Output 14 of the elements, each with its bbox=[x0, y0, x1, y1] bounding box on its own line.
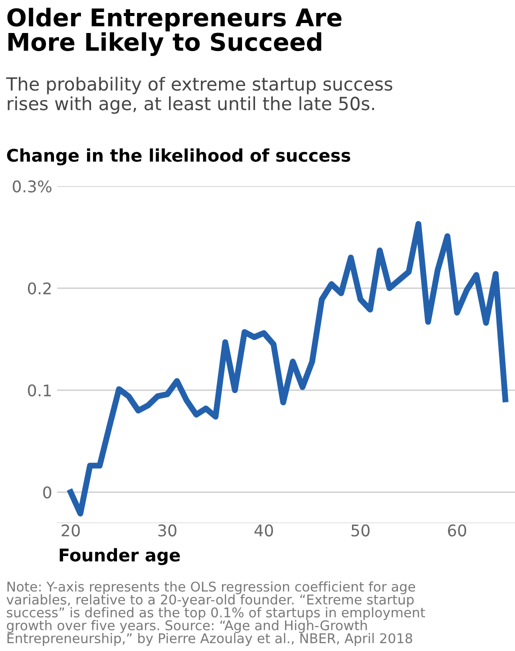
x-tick-label: 60 bbox=[448, 524, 466, 537]
text: Note: Y-axis represents the OLS regression coefficient for age variables, relative to a 20-year-old founder. “Extreme startup success” is defined as the top 0.1% of startups in employment growth over five years. Source: “Age and High-Growth Entrepreneurship,” by Pierre Azoulay et al., NBER, April 2018 bbox=[6, 581, 426, 646]
x-tick-label: 30 bbox=[158, 524, 176, 537]
chart-subtitle: The probability of extreme startup success rises with age, at least until the late 50s. bbox=[6, 76, 392, 114]
y-tick-label: 0.2 bbox=[28, 282, 51, 294]
x-tick-label: 50 bbox=[352, 524, 370, 537]
x-tick-label: 20 bbox=[62, 524, 80, 537]
x-tick-label: 40 bbox=[254, 524, 273, 537]
y-tick-label: 0 bbox=[43, 486, 52, 498]
x-axis-title: Founder age bbox=[60, 548, 180, 566]
y-tick-label: 0.1 bbox=[28, 384, 51, 396]
chart-title: Older Entrepreneurs Are More Likely to Succeed bbox=[7, 8, 342, 56]
y-tick-label: 0.3% bbox=[12, 180, 52, 192]
y-axis-title: Change in the likelihood of success bbox=[7, 148, 350, 166]
